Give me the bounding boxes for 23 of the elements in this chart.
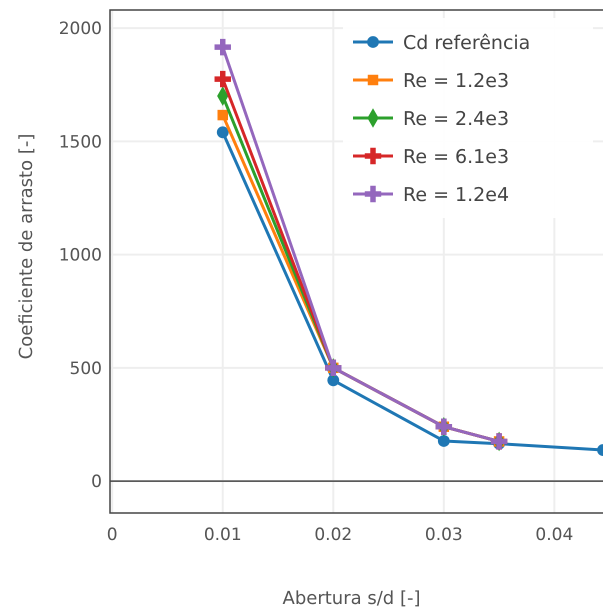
x-axis-title: Abertura s/d [-] <box>282 588 420 609</box>
x-tick-label: 0.03 <box>424 525 463 545</box>
x-tick-label: 0.04 <box>535 525 574 545</box>
y-axis-title: Coeficiente de arrasto [-] <box>16 134 37 360</box>
y-tick-label: 500 <box>70 358 102 379</box>
x-tick-label: 0 <box>106 525 118 545</box>
point <box>214 70 231 88</box>
y-tick-label: 0 <box>91 472 102 492</box>
point <box>216 126 229 138</box>
y-tick-label: 1000 <box>58 246 102 266</box>
y-tick-label: 1500 <box>58 132 102 152</box>
point <box>438 435 450 447</box>
point <box>214 38 231 56</box>
legend-label: Cd referência <box>403 32 530 54</box>
point <box>218 110 228 120</box>
legend-label: Re = 2.4e3 <box>403 108 510 130</box>
x-tick-label: 0.01 <box>204 525 242 545</box>
point <box>327 374 340 386</box>
legend-label: Re = 6.1e3 <box>403 146 510 168</box>
legend-label: Re = 1.2e3 <box>403 70 510 92</box>
y-tick-label: 2000 <box>58 19 102 40</box>
x-tick-label: 0.02 <box>314 525 352 545</box>
legend-label: Re = 1.2e4 <box>403 184 510 206</box>
